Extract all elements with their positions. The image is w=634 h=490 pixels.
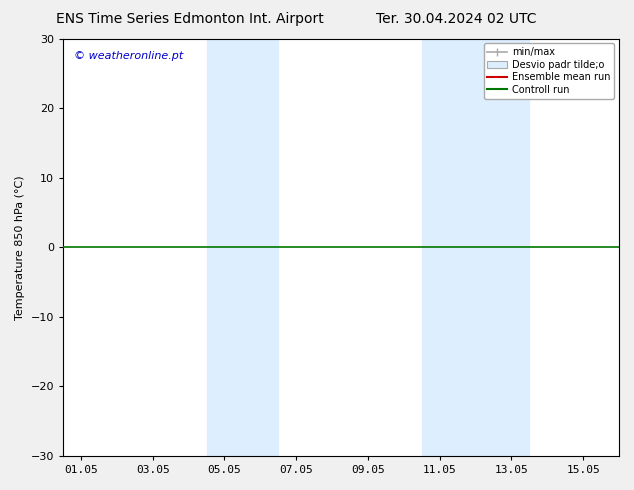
Text: © weatheronline.pt: © weatheronline.pt: [74, 51, 183, 61]
Bar: [207, 39, 278, 456]
Legend: min/max, Desvio padr tilde;o, Ensemble mean run, Controll run: min/max, Desvio padr tilde;o, Ensemble m…: [484, 44, 614, 98]
Text: Ter. 30.04.2024 02 UTC: Ter. 30.04.2024 02 UTC: [376, 12, 537, 26]
Text: ENS Time Series Edmonton Int. Airport: ENS Time Series Edmonton Int. Airport: [56, 12, 324, 26]
Bar: [422, 39, 529, 456]
Y-axis label: Temperature 850 hPa (°C): Temperature 850 hPa (°C): [15, 175, 25, 319]
